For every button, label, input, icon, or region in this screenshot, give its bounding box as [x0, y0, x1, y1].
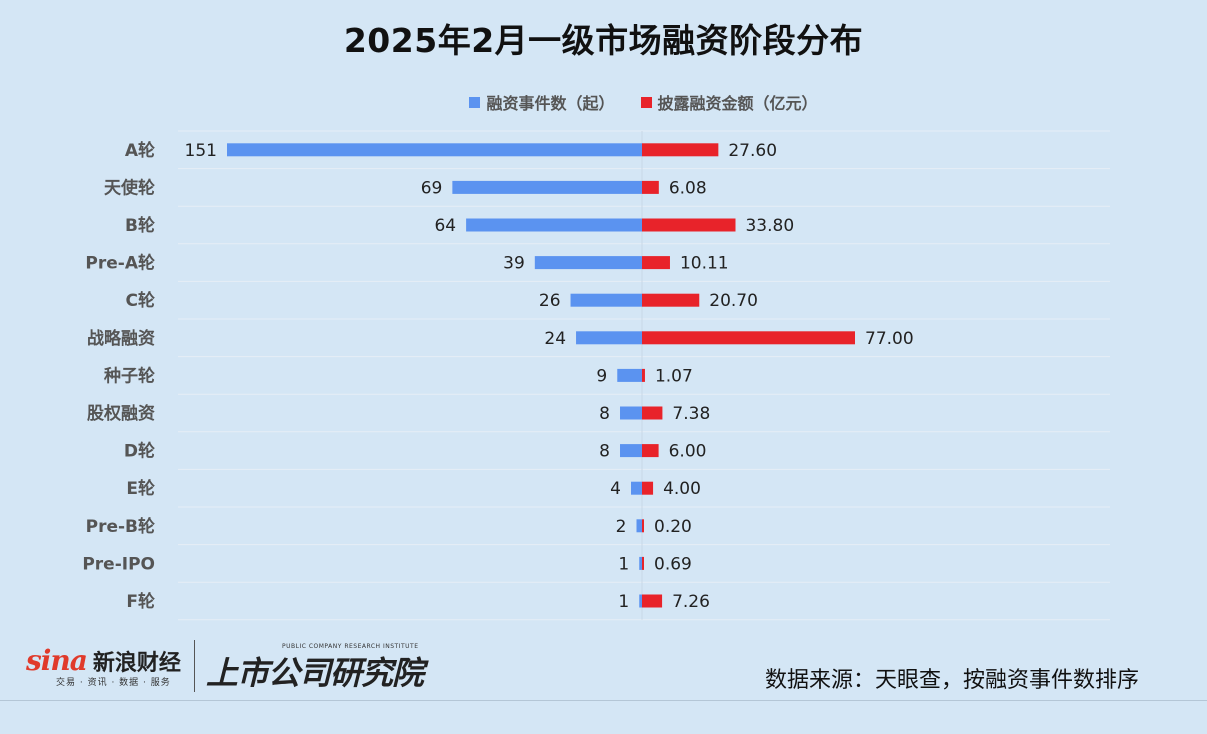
data-label-amount: 6.00 — [669, 442, 707, 462]
chart-title: 2025年2月一级市场融资阶段分布 — [343, 21, 864, 60]
bar-amount — [642, 293, 700, 307]
bar-event-count — [534, 256, 642, 270]
bar-amount — [642, 331, 855, 345]
data-label-amount: 4.00 — [663, 479, 701, 499]
bar-event-count — [636, 519, 642, 533]
data-label-event-count: 26 — [539, 291, 561, 311]
category-label: Pre-B轮 — [86, 516, 155, 537]
legend-label-event-count: 融资事件数（起） — [486, 94, 615, 113]
bar-event-count — [227, 143, 642, 157]
logo-divider — [194, 640, 195, 692]
data-label-amount: 1.07 — [655, 366, 693, 386]
sina-logo-name: 新浪财经 — [92, 651, 181, 676]
institute-chinese-name: 上市公司研究院 — [206, 654, 424, 692]
bar-event-count — [452, 180, 642, 194]
legend-swatch-event-count — [469, 96, 481, 108]
data-label-event-count: 8 — [599, 442, 610, 462]
category-label: E轮 — [126, 478, 155, 499]
bar-amount — [642, 368, 645, 382]
sina-finance-logo: sina 新浪财经 交易 · 资讯 · 数据 · 服务 — [26, 644, 181, 688]
category-label: 天使轮 — [104, 177, 155, 198]
category-label: C轮 — [126, 290, 155, 311]
bar-event-count — [576, 331, 642, 345]
data-label-event-count: 69 — [421, 178, 443, 198]
bar-event-count — [570, 293, 642, 307]
data-label-amount: 77.00 — [865, 329, 914, 349]
data-label-event-count: 9 — [596, 366, 607, 386]
category-label: Pre-IPO — [82, 554, 155, 574]
data-label-amount: 6.08 — [669, 178, 707, 198]
bar-event-count — [639, 556, 642, 570]
category-label: Pre-A轮 — [85, 253, 155, 274]
bar-amount — [642, 444, 659, 458]
bar-amount — [642, 218, 736, 232]
legend-label-amount: 披露融资金额（亿元） — [657, 94, 818, 113]
sina-logo-tagline: 交易 · 资讯 · 数据 · 服务 — [56, 678, 171, 688]
institute-english-name: PUBLIC COMPANY RESEARCH INSTITUTE — [282, 643, 419, 650]
data-label-event-count: 64 — [434, 216, 456, 236]
category-label: F轮 — [126, 591, 155, 612]
bar-amount — [642, 594, 663, 608]
bar-amount — [642, 519, 644, 533]
legend-item-event-count: 融资事件数（起） — [469, 90, 615, 114]
butterfly-bar-chart: A轮 151 27.60 天使轮 69 6.08 B轮 64 33.80 Pre-A轮 39 10.1… — [82, 130, 1110, 621]
bar-event-count — [620, 444, 642, 458]
data-label-event-count: 39 — [503, 254, 525, 274]
category-label: D轮 — [124, 441, 155, 462]
category-label: 股权融资 — [87, 403, 155, 424]
bar-event-count — [631, 481, 642, 495]
bar-event-count — [639, 594, 642, 608]
bar-event-count — [620, 406, 642, 420]
bar-amount — [642, 406, 663, 420]
bar-amount — [642, 256, 670, 270]
data-label-event-count: 1 — [618, 554, 629, 574]
legend-swatch-amount — [640, 96, 652, 108]
data-label-event-count: 1 — [618, 592, 629, 612]
research-institute-logo: PUBLIC COMPANY RESEARCH INSTITUTE 上市公司研究… — [206, 643, 424, 694]
data-label-amount: 7.26 — [672, 592, 710, 612]
bar-amount — [642, 556, 644, 570]
bar-event-count — [466, 218, 642, 232]
data-label-amount: 33.80 — [745, 216, 794, 236]
bar-event-count — [617, 368, 642, 382]
data-label-event-count: 2 — [616, 517, 627, 537]
data-label-event-count: 24 — [544, 329, 566, 349]
footer-divider — [0, 700, 1207, 701]
data-label-amount: 27.60 — [728, 141, 777, 161]
category-label: B轮 — [125, 215, 155, 236]
legend-item-amount: 披露融资金额（亿元） — [640, 90, 818, 114]
data-source-note: 数据来源：天眼查，按融资事件数排序 — [764, 668, 1139, 693]
bar-amount — [642, 481, 654, 495]
chart-legend: 融资事件数（起） 披露融资金额（亿元） — [0, 90, 1207, 114]
data-label-amount: 10.11 — [680, 254, 729, 274]
bar-amount — [642, 143, 719, 157]
bar-amount — [642, 180, 659, 194]
category-label: A轮 — [125, 140, 155, 161]
category-label: 战略融资 — [87, 328, 155, 349]
data-label-event-count: 8 — [599, 404, 610, 424]
data-label-amount: 0.69 — [654, 554, 692, 574]
sina-logo-mark: sina — [26, 644, 88, 677]
data-label-event-count: 4 — [610, 479, 621, 499]
category-label: 种子轮 — [103, 365, 155, 386]
data-label-amount: 0.20 — [654, 517, 692, 537]
data-label-amount: 20.70 — [709, 291, 758, 311]
data-label-amount: 7.38 — [672, 404, 710, 424]
data-label-event-count: 151 — [185, 141, 217, 161]
